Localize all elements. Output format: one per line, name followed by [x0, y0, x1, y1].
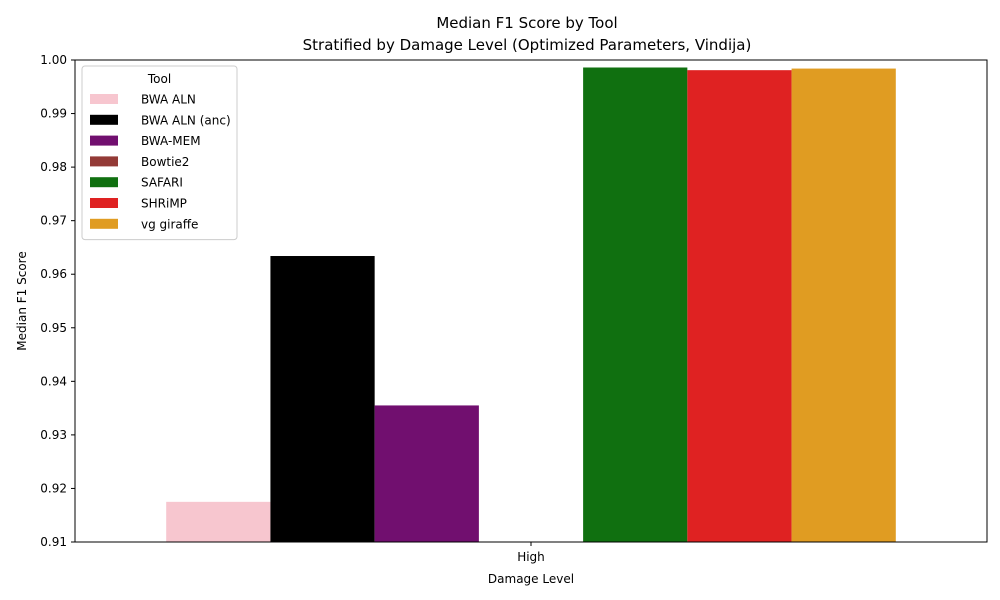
bar [374, 405, 479, 542]
legend-label: Bowtie2 [141, 155, 189, 169]
y-tick-label: 0.92 [40, 481, 67, 495]
chart-subtitle: Stratified by Damage Level (Optimized Pa… [303, 36, 752, 54]
legend: Tool BWA ALN BWA ALN (anc) BWA-MEM Bowtie2 SA… [81, 65, 238, 241]
plot-frame [74, 59, 988, 543]
legend-swatch [90, 114, 118, 125]
legend-swatch [90, 135, 118, 146]
bars-group [166, 67, 896, 543]
legend-swatch [90, 177, 118, 188]
bar [270, 256, 375, 542]
y-tick-label: 0.91 [40, 535, 67, 549]
legend-title: Tool [147, 72, 171, 86]
bar [687, 70, 792, 543]
chart-title: Median F1 Score by Tool [436, 14, 617, 32]
x-tick-label: High [517, 550, 545, 564]
y-tick-label: 0.94 [40, 374, 67, 388]
bar [583, 67, 688, 543]
legend-box [81, 65, 238, 241]
y-tick-label: 0.95 [40, 321, 67, 335]
x-axis-label: Damage Level [488, 572, 574, 586]
legend-swatch [90, 156, 118, 167]
legend-label: BWA ALN [141, 93, 196, 107]
y-axis-label: Median F1 Score [15, 251, 29, 350]
x-axis: High [517, 542, 545, 564]
y-tick-label: 0.99 [40, 107, 67, 121]
legend-label: BWA-MEM [141, 134, 201, 148]
legend-label: SAFARI [141, 176, 183, 190]
y-tick-label: 0.96 [40, 267, 67, 281]
legend-swatch [90, 218, 118, 229]
legend-swatch [90, 198, 118, 208]
y-tick-label: 1.00 [40, 53, 67, 67]
legend-label: SHRiMP [141, 197, 187, 211]
bar [791, 68, 896, 543]
legend-swatch [90, 94, 118, 104]
legend-label: vg giraffe [141, 217, 198, 231]
y-tick-label: 0.97 [40, 214, 67, 228]
legend-label: BWA ALN (anc) [141, 113, 231, 127]
y-axis: 0.91 0.92 0.93 0.94 0.95 0.96 0.97 0.98 0.99 1.00 [40, 53, 75, 549]
y-tick-label: 0.98 [40, 160, 67, 174]
y-tick-label: 0.93 [40, 428, 67, 442]
bar [166, 501, 271, 542]
